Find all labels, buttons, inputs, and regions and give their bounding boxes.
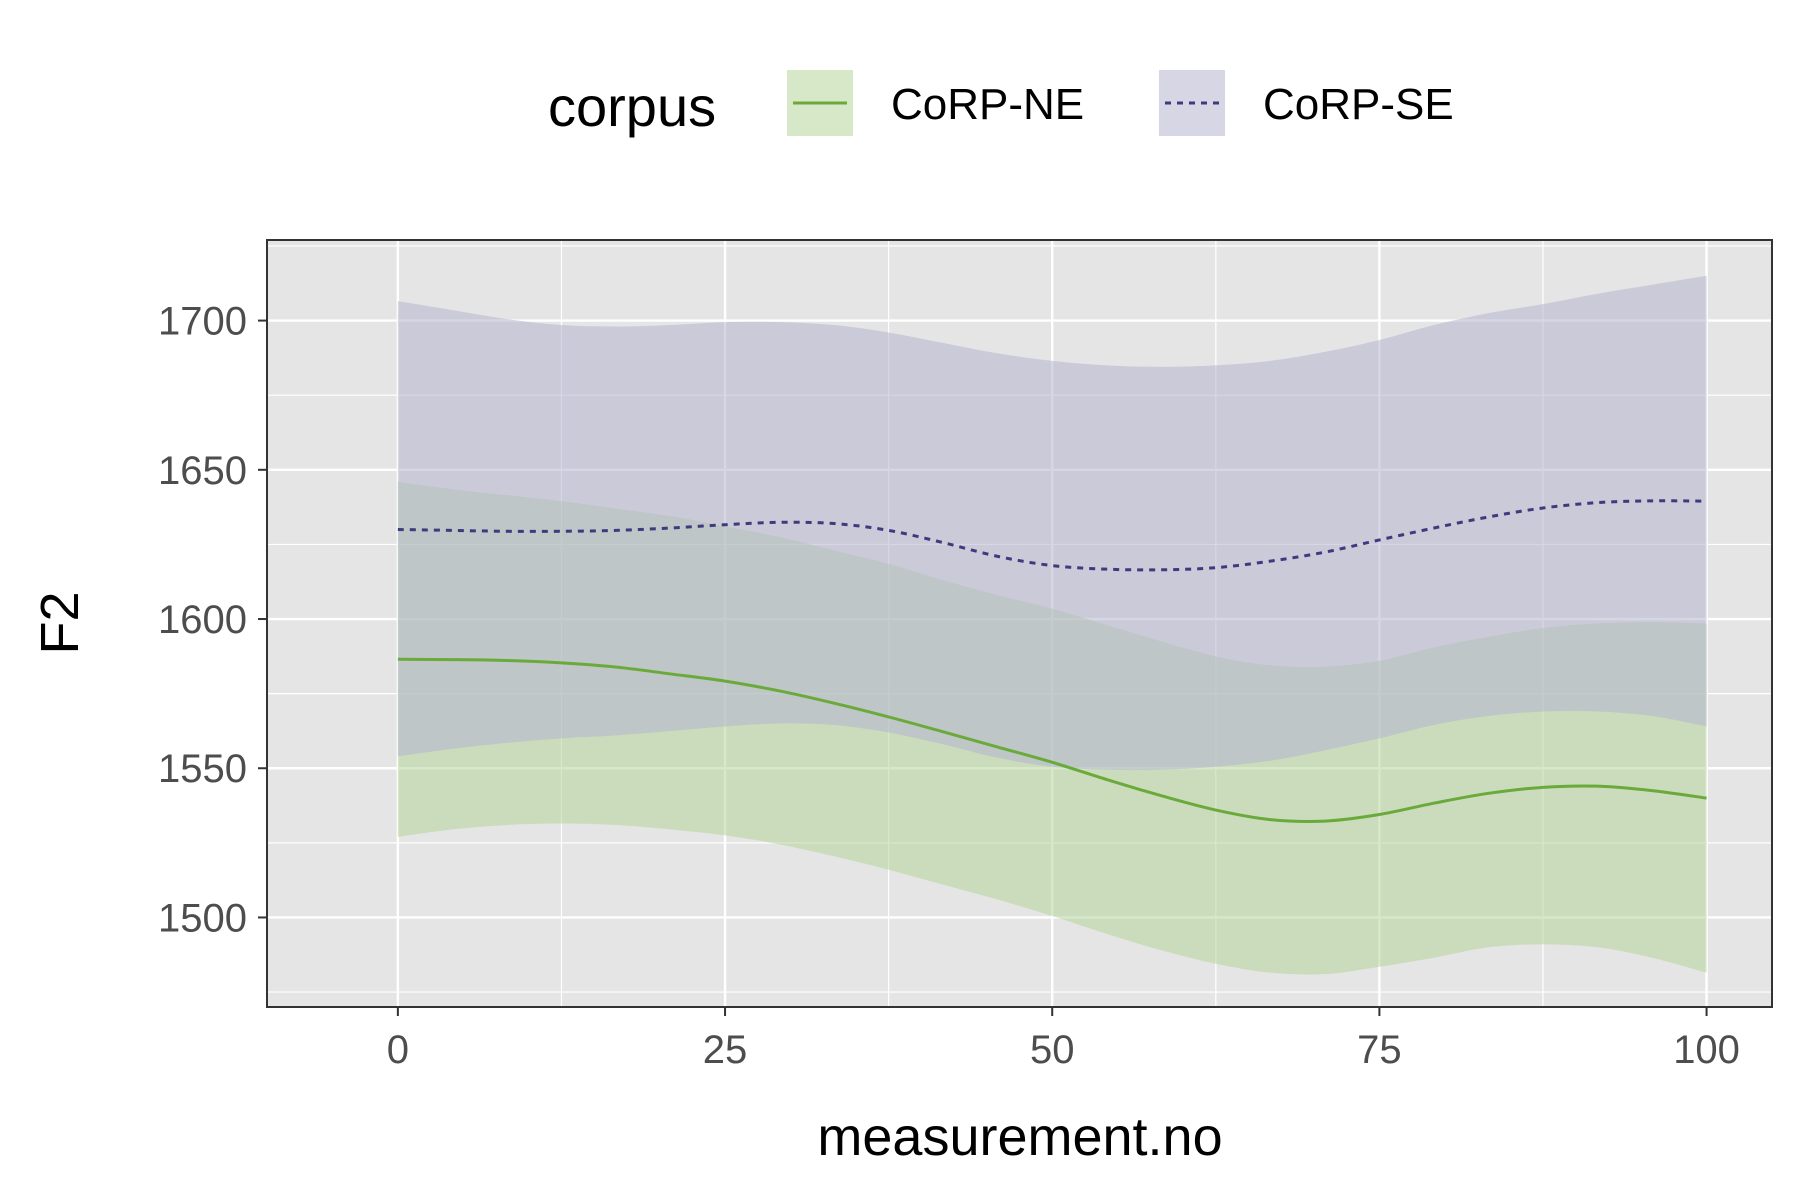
line-corp-ne (397, 657, 1707, 823)
y-tick-label: 1550 (158, 747, 247, 791)
lines-layer (397, 499, 1707, 823)
y-tick-label: 1500 (158, 896, 247, 940)
y-tick-label: 1650 (158, 449, 247, 493)
x-tick-label: 0 (387, 1028, 409, 1072)
y-axis: 1500 1550 1600 1650 1700 (158, 300, 267, 940)
line-corp-se (397, 499, 1707, 572)
x-tick-label: 75 (1357, 1028, 1402, 1072)
legend-item-corp-ne: CoRP-NE (787, 70, 1084, 136)
legend-label: CoRP-SE (1263, 80, 1454, 129)
legend-item-corp-se: CoRP-SE (1159, 70, 1454, 136)
legend-label: CoRP-NE (891, 80, 1084, 129)
x-tick-label: 100 (1673, 1028, 1740, 1072)
x-axis-title: measurement.no (817, 1107, 1222, 1167)
legend-items: CoRP-NE CoRP-SE (787, 70, 1454, 136)
x-tick-label: 25 (703, 1028, 748, 1072)
x-tick-label: 50 (1030, 1028, 1075, 1072)
y-tick-label: 1600 (158, 598, 247, 642)
ribbons-layer (397, 275, 1707, 975)
legend-title: corpus (548, 75, 716, 138)
y-axis-title: F2 (30, 591, 90, 654)
x-axis: 0 25 50 75 100 (387, 1007, 1740, 1072)
plot-panel-border (266, 239, 1773, 1008)
y-tick-label: 1700 (158, 300, 247, 344)
legend: corpus CoRP-NE CoRP-SE (548, 70, 1454, 138)
ribbon-corp-se (397, 275, 1707, 771)
